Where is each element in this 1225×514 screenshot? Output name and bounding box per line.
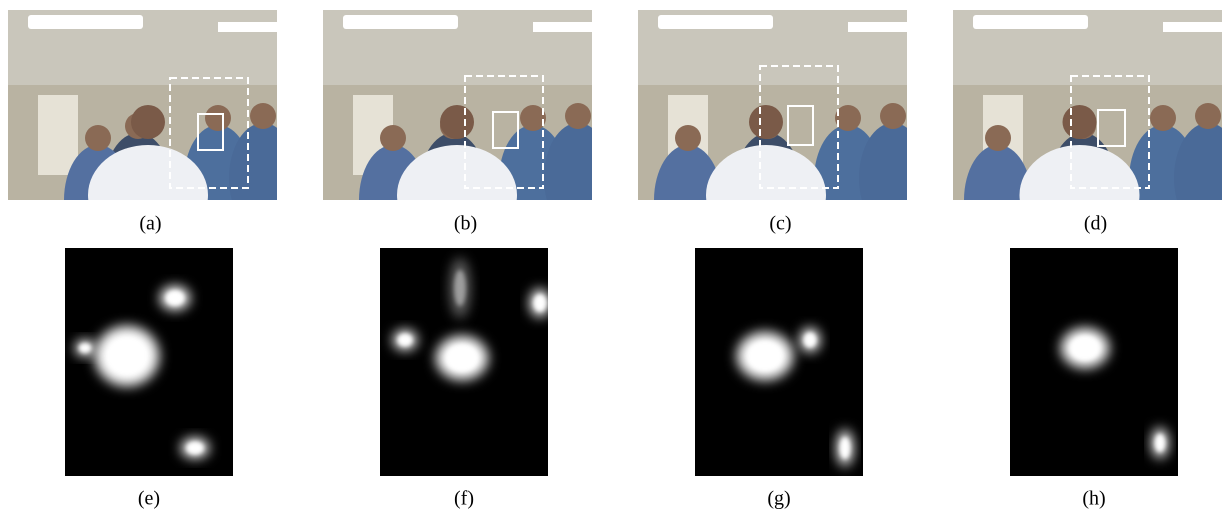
heatmap-core bbox=[187, 442, 204, 454]
person-head bbox=[131, 105, 165, 139]
heatmap bbox=[1010, 248, 1178, 476]
heatmap-scene bbox=[1010, 248, 1178, 476]
panel-label: (f) bbox=[454, 488, 474, 510]
heatmap-scene bbox=[65, 248, 233, 476]
person-head bbox=[205, 105, 231, 131]
person-head bbox=[985, 125, 1011, 151]
heatmap bbox=[65, 248, 233, 476]
heatmap-core bbox=[534, 295, 546, 312]
heatmap-core bbox=[108, 338, 146, 374]
person-head bbox=[85, 125, 111, 151]
person-head bbox=[880, 103, 906, 129]
heatmap-core bbox=[79, 343, 91, 353]
panel-label: (h) bbox=[1082, 488, 1105, 510]
ceiling-light bbox=[28, 15, 143, 29]
person-body bbox=[229, 123, 297, 233]
heatmap-core bbox=[748, 342, 782, 371]
heatmap-core bbox=[1071, 336, 1100, 360]
panel-label: (a) bbox=[139, 213, 161, 235]
poster bbox=[38, 95, 78, 175]
ceiling-light bbox=[1163, 22, 1223, 32]
heatmap-core bbox=[398, 334, 412, 346]
heatmap bbox=[380, 248, 550, 476]
heatmap-core bbox=[454, 270, 466, 306]
ceiling-light bbox=[848, 22, 908, 32]
ceiling-light bbox=[658, 15, 773, 29]
heatmap bbox=[695, 248, 863, 476]
person-head bbox=[440, 105, 474, 139]
panel-label: (b) bbox=[454, 213, 477, 235]
ceiling-light bbox=[973, 15, 1088, 29]
heatmap-core bbox=[804, 333, 816, 347]
ceiling-light bbox=[343, 15, 458, 29]
person-shirt bbox=[706, 145, 826, 245]
panel-label: (d) bbox=[1084, 213, 1107, 235]
person-head bbox=[675, 125, 701, 151]
person-head bbox=[380, 125, 406, 151]
person-head bbox=[1150, 105, 1176, 131]
ceiling-light bbox=[533, 22, 593, 32]
heatmap-core bbox=[1155, 434, 1165, 452]
person-body bbox=[859, 123, 927, 233]
person-head bbox=[565, 103, 591, 129]
person-shirt bbox=[1020, 145, 1140, 245]
person-head bbox=[250, 103, 276, 129]
person-body bbox=[544, 123, 612, 233]
person-head bbox=[1063, 105, 1097, 139]
heatmap-core bbox=[446, 345, 477, 371]
panel-label: (e) bbox=[138, 488, 160, 510]
person-head bbox=[835, 105, 861, 131]
panel-label: (c) bbox=[769, 213, 791, 235]
figure: (a) (b) (c) (d) (e) (f) (g) (h) bbox=[0, 0, 1225, 514]
panel-label: (g) bbox=[767, 488, 790, 510]
heatmap-scene bbox=[695, 248, 863, 476]
person-head bbox=[749, 105, 783, 139]
heatmap-scene bbox=[380, 248, 550, 476]
ceiling-light bbox=[218, 22, 278, 32]
heatmap-core bbox=[840, 437, 850, 459]
heatmap-core bbox=[166, 291, 184, 305]
person-head bbox=[1195, 103, 1221, 129]
